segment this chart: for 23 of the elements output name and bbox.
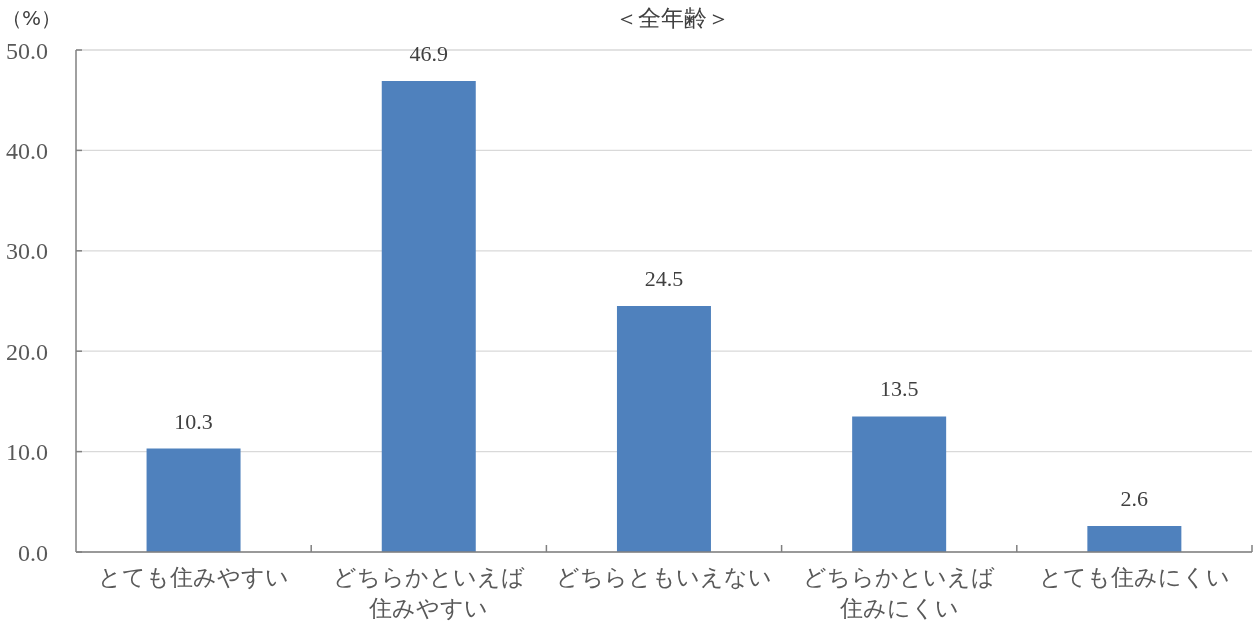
x-tick-label: とても住みにくい xyxy=(1038,564,1230,590)
y-tick-label: 0.0 xyxy=(18,539,48,566)
bar xyxy=(146,448,241,552)
y-tick-label: 30.0 xyxy=(6,238,48,265)
x-tick-label: どちらかといえば住みにくい xyxy=(803,564,996,621)
y-tick-label: 50.0 xyxy=(6,37,48,64)
y-axis-title: （%） xyxy=(2,5,62,31)
bar xyxy=(852,416,947,552)
data-label: 46.9 xyxy=(409,41,449,67)
data-label: 2.6 xyxy=(1120,485,1149,511)
x-tick-label: どちらかといえば住みやすい xyxy=(332,564,525,621)
y-tick-label: 40.0 xyxy=(6,137,48,164)
data-label: 24.5 xyxy=(644,266,684,292)
data-label: 10.3 xyxy=(174,408,213,434)
x-tick-label: とても住みやすい xyxy=(98,564,290,590)
data-label: 13.5 xyxy=(879,376,919,402)
x-tick-label: どちらともいえない xyxy=(556,564,772,590)
bar xyxy=(1087,525,1182,552)
chart-title: ＜全年齢＞ xyxy=(613,4,731,32)
y-tick-label: 20.0 xyxy=(6,338,48,365)
bar xyxy=(616,306,711,552)
bar xyxy=(381,81,476,552)
y-tick-label: 10.0 xyxy=(6,439,48,466)
